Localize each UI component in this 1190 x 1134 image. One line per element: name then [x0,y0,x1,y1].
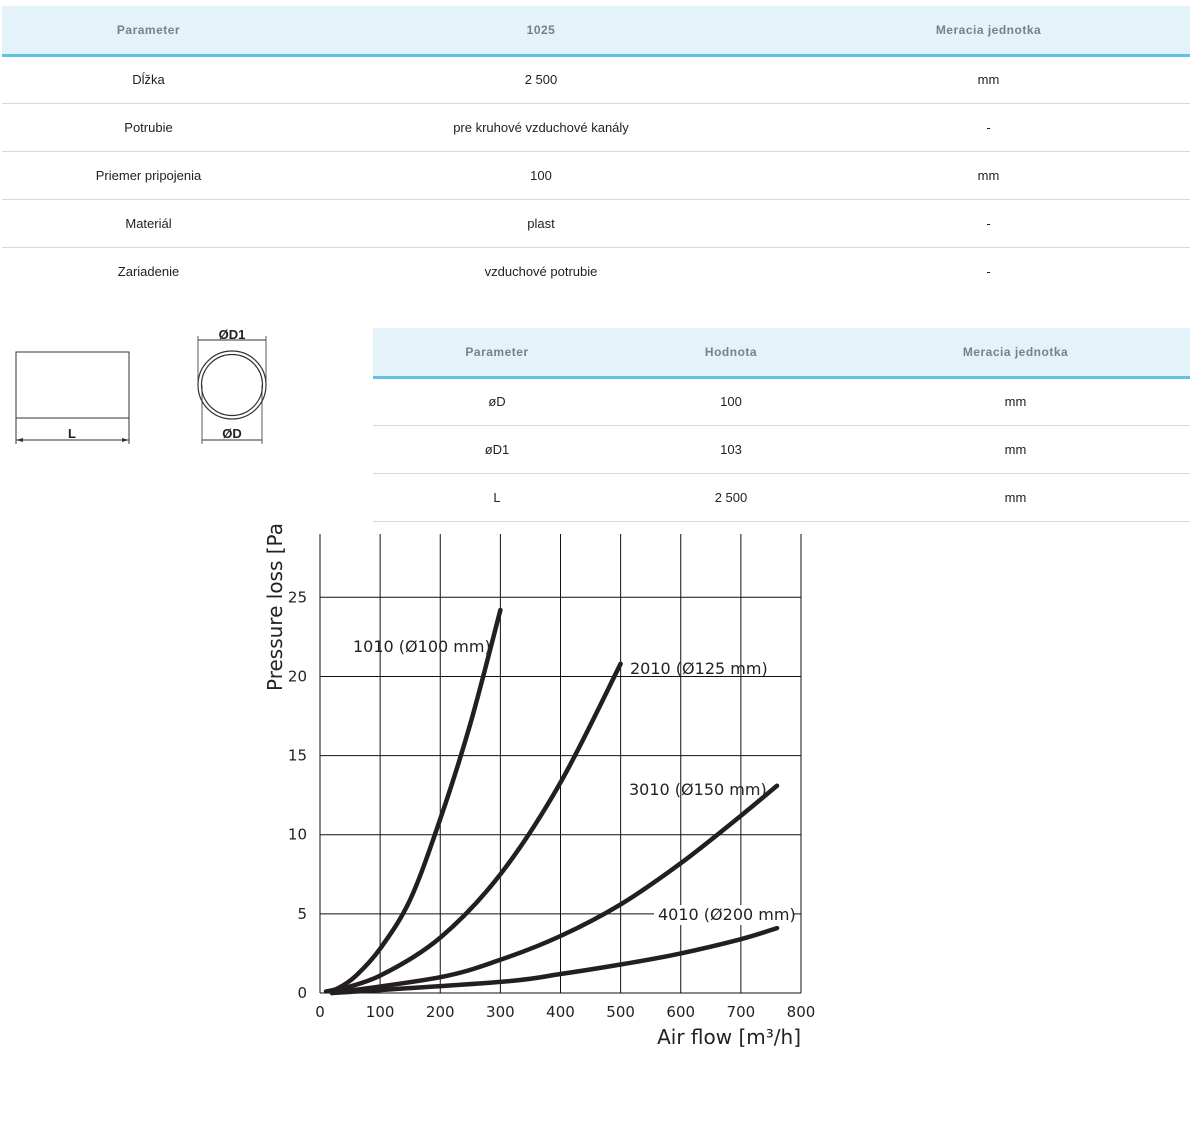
spec-unit-cell: - [787,199,1190,248]
dim-param-cell: L [373,473,621,522]
table-row: Dĺžka 2 500 mm [2,55,1190,104]
series-line [329,925,780,996]
dim-unit-cell: mm [841,377,1190,426]
spec-header-unit: Meracia jednotka [787,6,1190,57]
spec-unit-cell: mm [787,55,1190,104]
spec-param-cell: Materiál [2,199,295,248]
length-label: L [68,426,76,441]
series-line [323,607,503,994]
x-tick-label: 800 [787,1003,816,1021]
y-tick-label: 0 [297,984,307,1002]
dim-header-parameter: Parameter [373,328,621,379]
spec-unit-cell: - [986,263,991,279]
table-row: Priemer pripojenia 100 mm [2,151,1190,200]
table-row: Potrubie pre kruhové vzduchové kanály - [2,103,1190,152]
y-tick-label: 20 [288,667,307,685]
spec-value-cell: plast [295,199,787,248]
spec-value-cell: vzduchové potrubie [484,263,598,279]
spec-value-cell: pre kruhové vzduchové kanály [295,103,787,152]
x-tick-label: 400 [546,1003,575,1021]
inner-diameter-label: ØD [222,426,242,441]
x-tick-label: 600 [666,1003,695,1021]
pressure-loss-chart: 0 100 200 300 400 500 600 700 800 0 5 10 15 20 25 1010… [263,522,815,1049]
outer-diameter-label: ØD1 [219,327,246,342]
x-tick-label: 100 [366,1003,395,1021]
spec-header-row: Parameter 1025 Meracia jednotka [2,6,1190,57]
dim-param-cell: øD [373,377,621,426]
series-label: 2010 (Ø125 mm) [630,659,768,678]
series-label: 1010 (Ø100 mm) [353,637,491,656]
spec-value-cell: 2 500 [295,55,787,104]
table-row: Zariadenie vzduchové potrubie - [2,247,1190,295]
x-tick-label: 300 [486,1003,515,1021]
spec-param-cell: Priemer pripojenia [2,151,295,200]
duct-inner-circle [200,353,264,417]
series-label-background [654,905,794,925]
dim-header-value: Hodnota [621,328,841,379]
spec-unit-cell: mm [787,151,1190,200]
series-line [329,661,623,994]
spec-unit-cell: - [787,103,1190,152]
y-tick-label: 5 [297,905,307,923]
dim-value-cell: 103 [621,425,841,474]
dim-unit-cell: mm [841,425,1190,474]
x-tick-label: 0 [315,1003,325,1021]
y-tick-label: 10 [288,826,307,844]
spec-header-model: 1025 [295,6,787,57]
dimension-drawing: L ØD1 ØD [15,327,267,444]
x-tick-label: 500 [606,1003,635,1021]
series-line [329,783,780,996]
spec-param-cell: Potrubie [2,103,295,152]
length-arrow-right [122,438,129,442]
dim-param-cell: øD1 [373,425,621,474]
spec-param-cell: Zariadenie [117,263,180,279]
y-tick-label: 25 [288,588,307,606]
chart-series-labels: 1010 (Ø100 mm) 2010 (Ø125 mm) 3010 (Ø150 m… [353,637,796,925]
x-axis-label: Air flow [m³/h] [657,1025,801,1049]
dim-header-row: Parameter Hodnota Meracia jednotka [373,328,1190,379]
y-tick-label: 15 [288,747,307,765]
series-label: 4010 (Ø200 mm) [658,905,796,924]
dim-value-cell: 100 [621,377,841,426]
series-label: 3010 (Ø150 mm) [629,780,767,799]
table-row: Materiál plast - [2,199,1190,248]
spec-value-cell: 100 [295,151,787,200]
table-row: L 2 500 mm [373,473,1190,522]
y-axis-label: Pressure loss [Pa] [263,522,287,691]
chart-series-lines [323,607,780,996]
dim-header-unit: Meracia jednotka [841,328,1190,379]
dim-unit-cell: mm [841,473,1190,522]
spec-table: Parameter 1025 Meracia jednotka Dĺžka 2 … [2,6,1190,295]
chart-tick-labels: 0 100 200 300 400 500 600 700 800 0 5 10 15 20 25 [288,588,815,1021]
length-arrow-left [16,438,23,442]
dimension-table: Parameter Hodnota Meracia jednotka øD 10… [373,328,1190,522]
spec-param-cell: Dĺžka [2,55,295,104]
x-tick-label: 200 [426,1003,455,1021]
table-row: øD1 103 mm [373,425,1190,474]
x-tick-label: 700 [727,1003,756,1021]
spec-header-parameter: Parameter [2,6,295,57]
table-row: øD 100 mm [373,377,1190,426]
dim-value-cell: 2 500 [621,473,841,522]
duct-side-view [15,351,130,419]
